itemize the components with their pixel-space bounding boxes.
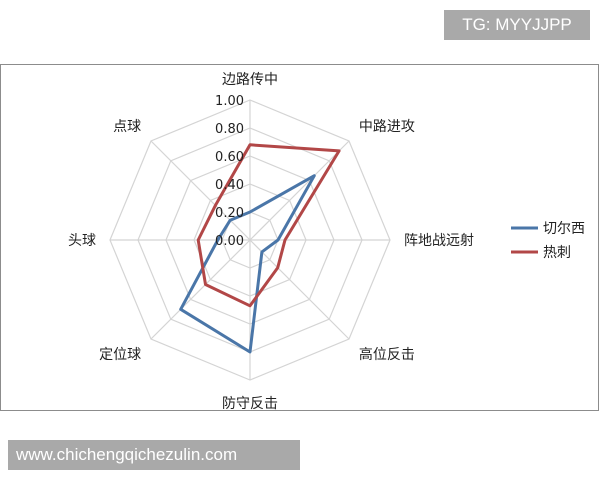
series-line bbox=[196, 143, 341, 308]
radar-labels: 0.00 0.20 0.40 0.60 0.80 1.00 边路传中中路进攻阵地战远射高位反… bbox=[68, 72, 474, 412]
axis-label: 头球 bbox=[68, 233, 96, 249]
axis-label: 定位球 bbox=[99, 347, 141, 363]
tick-label: 0.40 bbox=[215, 178, 244, 193]
tg-badge: TG: MYYJJPP bbox=[444, 10, 590, 40]
axis-label: 点球 bbox=[113, 119, 141, 135]
radar-series bbox=[179, 143, 341, 354]
axis-label: 高位反击 bbox=[359, 346, 415, 363]
grid-spoke bbox=[249, 239, 350, 340]
tick-label: 1.00 bbox=[215, 94, 244, 109]
legend-label: 热刺 bbox=[543, 245, 571, 261]
grid-spoke bbox=[249, 140, 350, 241]
axis-label: 中路进攻 bbox=[359, 119, 415, 135]
tick-label: 0.20 bbox=[215, 206, 244, 221]
grid-spoke bbox=[150, 239, 251, 340]
watermark: www.chichengqichezulin.com bbox=[8, 440, 300, 470]
tick-label: 0.00 bbox=[215, 234, 244, 249]
axis-label: 边路传中 bbox=[222, 72, 278, 88]
axis-label: 防守反击 bbox=[222, 396, 278, 412]
radar-grid bbox=[109, 99, 391, 381]
grid-spoke bbox=[150, 140, 251, 241]
axis-label: 阵地战远射 bbox=[404, 233, 474, 249]
chart-frame bbox=[0, 64, 599, 411]
tick-label: 0.80 bbox=[215, 122, 244, 137]
series-line bbox=[179, 174, 316, 354]
tick-label: 0.60 bbox=[215, 150, 244, 165]
legend-label: 切尔西 bbox=[543, 221, 585, 237]
